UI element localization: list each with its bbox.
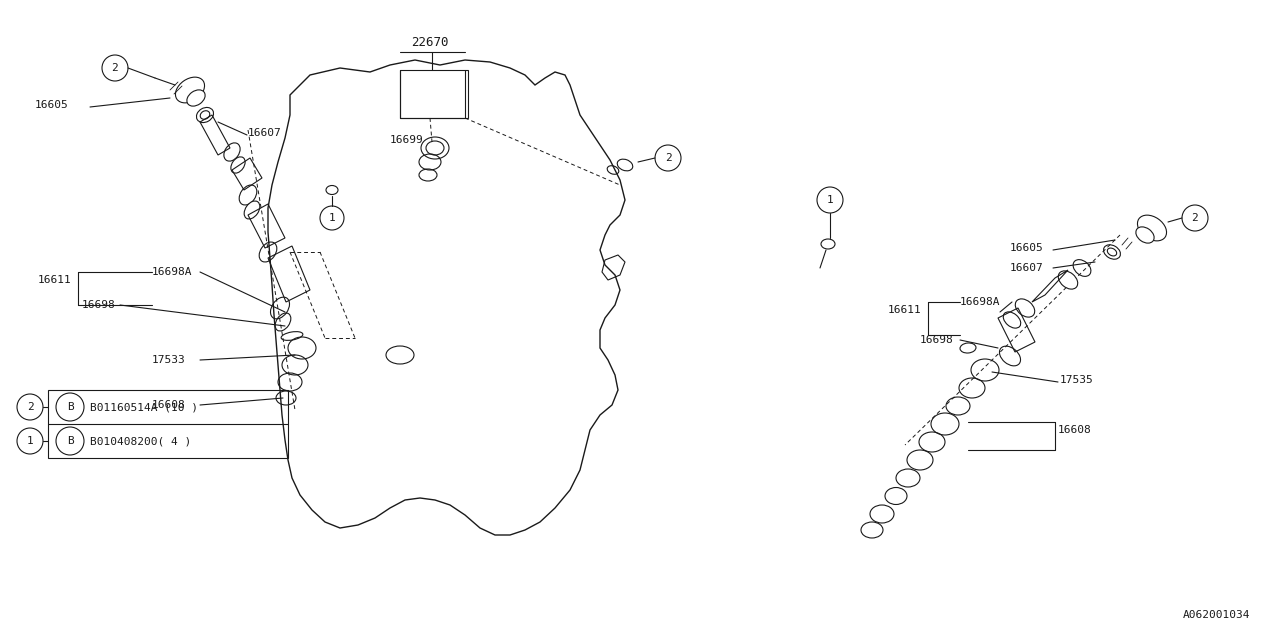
Text: 2: 2 xyxy=(27,402,33,412)
Text: 2: 2 xyxy=(664,153,672,163)
Text: B: B xyxy=(67,436,73,446)
Ellipse shape xyxy=(1059,271,1078,289)
Bar xyxy=(399,70,468,118)
Text: 16608: 16608 xyxy=(152,400,186,410)
Text: 16605: 16605 xyxy=(1010,243,1043,253)
Text: 1: 1 xyxy=(827,195,833,205)
Text: 22670: 22670 xyxy=(411,35,449,49)
Text: 16698A: 16698A xyxy=(152,267,192,277)
Text: 16611: 16611 xyxy=(38,275,72,285)
Text: 1: 1 xyxy=(329,213,335,223)
Text: B: B xyxy=(67,402,73,412)
Ellipse shape xyxy=(1004,312,1020,328)
Text: 16611: 16611 xyxy=(888,305,922,315)
Text: 16607: 16607 xyxy=(248,128,282,138)
Ellipse shape xyxy=(187,90,205,106)
Text: 2: 2 xyxy=(111,63,118,73)
Text: B01160514A (10 ): B01160514A (10 ) xyxy=(90,402,198,412)
Text: B010408200( 4 ): B010408200( 4 ) xyxy=(90,436,191,446)
Text: 17535: 17535 xyxy=(1060,375,1093,385)
Text: 1: 1 xyxy=(27,436,33,446)
Text: 17533: 17533 xyxy=(152,355,186,365)
Ellipse shape xyxy=(426,141,444,155)
Ellipse shape xyxy=(230,157,246,173)
Text: A062001034: A062001034 xyxy=(1183,610,1251,620)
Text: 16698: 16698 xyxy=(920,335,954,345)
Text: 16607: 16607 xyxy=(1010,263,1043,273)
Ellipse shape xyxy=(1135,227,1155,243)
Ellipse shape xyxy=(244,201,260,219)
Bar xyxy=(49,390,288,458)
Text: 16698: 16698 xyxy=(82,300,115,310)
Text: 16699: 16699 xyxy=(390,135,424,145)
Text: 16605: 16605 xyxy=(35,100,69,110)
Text: 16698A: 16698A xyxy=(960,297,1001,307)
Text: 2: 2 xyxy=(1192,213,1198,223)
Text: 16608: 16608 xyxy=(1059,425,1092,435)
